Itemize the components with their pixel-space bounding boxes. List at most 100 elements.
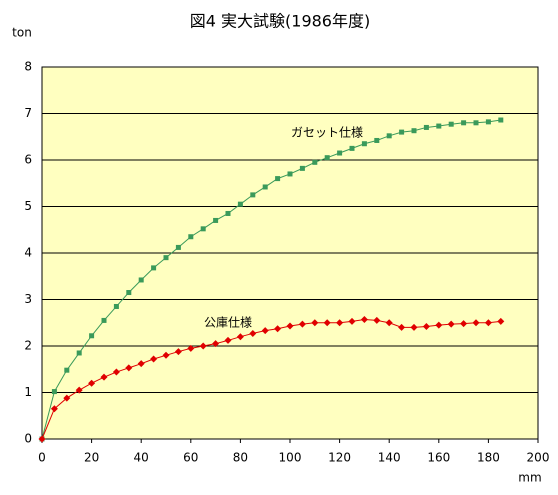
point — [473, 120, 479, 126]
point — [261, 327, 269, 335]
point — [150, 355, 158, 363]
point — [398, 323, 406, 331]
point — [298, 320, 306, 328]
point — [410, 323, 418, 331]
point — [38, 435, 46, 443]
point — [323, 319, 331, 327]
point — [484, 319, 492, 327]
y-axis-label: ton — [12, 26, 32, 40]
y-tick-label: 7 — [24, 106, 32, 120]
point — [498, 117, 504, 123]
x-tick-label: 100 — [279, 451, 302, 465]
x-tick-label: 0 — [38, 451, 46, 465]
point — [126, 290, 132, 296]
point — [422, 322, 430, 330]
point — [75, 386, 83, 394]
point — [312, 159, 318, 165]
x-tick-label: 80 — [233, 451, 248, 465]
x-tick-label: 140 — [378, 451, 401, 465]
point — [64, 367, 70, 373]
y-tick-label: 8 — [24, 60, 32, 74]
point — [447, 320, 455, 328]
point — [151, 265, 157, 271]
chart-title: 図4 実大試験(1986年度) — [190, 12, 370, 31]
y-tick-label: 0 — [24, 432, 32, 446]
point — [76, 350, 82, 356]
point — [497, 317, 505, 325]
point — [224, 336, 232, 344]
x-axis-label: mm — [518, 471, 541, 485]
y-tick-label: 4 — [24, 246, 32, 260]
x-tick-label: 120 — [328, 451, 351, 465]
point — [348, 317, 356, 325]
point — [373, 316, 381, 324]
x-tick-label: 40 — [134, 451, 149, 465]
point — [436, 123, 442, 129]
point — [287, 171, 293, 177]
x-tick-label: 160 — [427, 451, 450, 465]
point — [337, 150, 343, 156]
point — [162, 351, 170, 359]
y-tick-label: 6 — [24, 153, 32, 167]
point — [100, 373, 108, 381]
point — [286, 322, 294, 330]
x-tick-label: 180 — [477, 451, 500, 465]
x-tick-label: 20 — [84, 451, 99, 465]
point — [249, 329, 257, 337]
point — [360, 315, 368, 323]
point — [88, 379, 96, 387]
point — [435, 321, 443, 329]
y-tick-label: 3 — [24, 292, 32, 306]
point — [399, 129, 405, 135]
point — [236, 333, 244, 341]
series-label: ガセット仕様 — [291, 126, 363, 140]
point — [324, 155, 330, 161]
x-tick-label: 200 — [527, 451, 550, 465]
y-tick-label: 5 — [24, 199, 32, 213]
point — [274, 325, 282, 333]
x-tick-label: 60 — [183, 451, 198, 465]
y-tick-label: 2 — [24, 339, 32, 353]
point — [199, 342, 207, 350]
point — [212, 340, 220, 348]
point — [385, 319, 393, 327]
point — [89, 333, 95, 339]
point — [299, 165, 305, 171]
point — [113, 303, 119, 309]
point — [50, 405, 58, 413]
point — [200, 226, 206, 232]
point — [125, 364, 133, 372]
point — [374, 137, 380, 143]
point — [163, 255, 169, 261]
point — [311, 319, 319, 327]
point — [225, 210, 231, 216]
point — [213, 217, 219, 223]
point — [448, 121, 454, 127]
point — [460, 320, 468, 328]
point — [112, 368, 120, 376]
point — [262, 184, 268, 190]
point — [237, 201, 243, 207]
point — [250, 192, 256, 198]
point — [174, 348, 182, 356]
point — [361, 141, 367, 147]
point — [51, 389, 57, 395]
point — [461, 120, 467, 126]
point — [336, 319, 344, 327]
y-tick-label: 1 — [24, 385, 32, 399]
series-label: 公庫仕様 — [204, 316, 252, 330]
point — [175, 244, 181, 250]
point — [423, 124, 429, 130]
point — [137, 360, 145, 368]
point — [485, 119, 491, 125]
point — [138, 277, 144, 283]
point — [63, 394, 71, 402]
point — [386, 133, 392, 139]
point — [188, 234, 194, 240]
point — [101, 317, 107, 323]
point — [187, 344, 195, 352]
point — [472, 319, 480, 327]
point — [411, 128, 417, 134]
